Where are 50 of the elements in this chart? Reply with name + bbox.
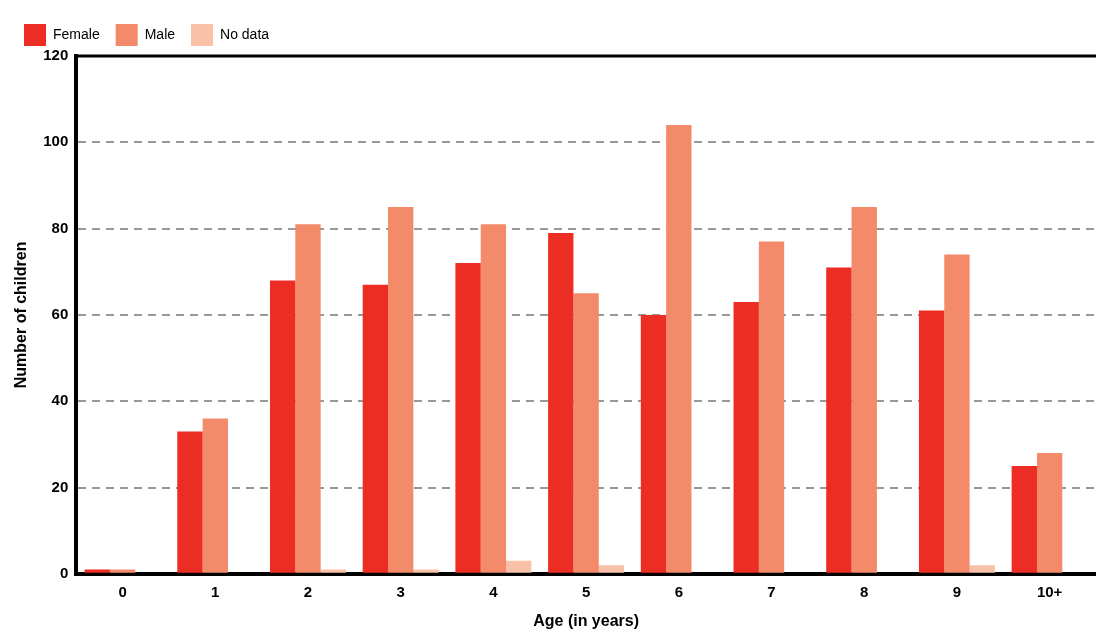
bar xyxy=(295,224,321,573)
legend-label: Female xyxy=(53,25,100,42)
x-tick-label: 9 xyxy=(952,582,962,600)
bar xyxy=(969,565,995,573)
x-tick-label: 5 xyxy=(581,582,591,600)
bar xyxy=(202,418,228,573)
x-axis-title: Age (in years) xyxy=(533,611,640,629)
bar xyxy=(84,569,110,573)
x-tick-label: 2 xyxy=(303,582,313,600)
legend-label: No data xyxy=(220,25,270,42)
y-tick-label: 80 xyxy=(51,218,69,236)
bar xyxy=(918,310,945,573)
bar xyxy=(666,125,692,573)
y-tick-label: 40 xyxy=(51,391,69,409)
x-tick-label: 8 xyxy=(860,582,869,600)
x-tick-label: 3 xyxy=(396,582,405,600)
y-tick-label: 20 xyxy=(51,477,69,495)
bar xyxy=(1036,452,1063,573)
y-tick-label: 120 xyxy=(43,46,69,64)
bar xyxy=(944,254,970,573)
y-axis-title: Number of children xyxy=(12,241,30,389)
y-tick-label: 0 xyxy=(59,563,69,581)
bar xyxy=(362,284,389,573)
bar xyxy=(413,569,439,573)
bar xyxy=(573,293,599,573)
bar xyxy=(506,560,532,573)
bar xyxy=(1011,465,1037,573)
bar xyxy=(733,301,759,573)
bar xyxy=(109,569,136,573)
bar xyxy=(269,280,296,573)
bar xyxy=(320,569,346,573)
bar xyxy=(177,431,203,573)
y-tick-label: 100 xyxy=(43,132,69,150)
legend-label: Male xyxy=(144,25,176,42)
bar xyxy=(598,565,625,573)
bar xyxy=(851,207,877,573)
x-tick-label: 4 xyxy=(489,582,499,600)
bar xyxy=(758,241,785,573)
x-tick-label: 7 xyxy=(767,582,776,600)
bar xyxy=(480,224,507,573)
x-tick-label: 1 xyxy=(211,582,220,600)
x-tick-label: 10+ xyxy=(1036,582,1063,600)
bar xyxy=(640,314,667,573)
bar xyxy=(548,232,574,573)
bar xyxy=(826,267,852,573)
bar xyxy=(455,263,481,573)
x-tick-label: 6 xyxy=(674,582,683,600)
bar xyxy=(388,207,414,573)
y-tick-label: 60 xyxy=(51,305,69,323)
x-tick-label: 0 xyxy=(118,582,127,600)
